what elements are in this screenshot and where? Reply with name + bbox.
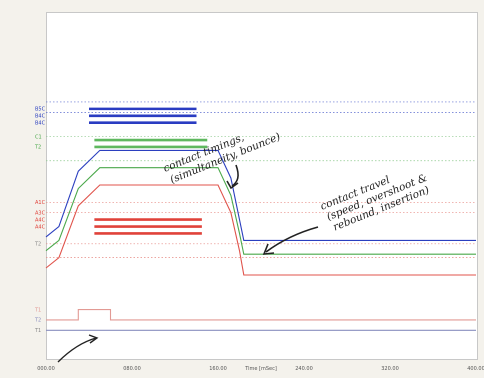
plot-frame bbox=[46, 12, 478, 360]
x-ticks: 000.00 080.00 160.00 240.00 320.00 400.00 bbox=[37, 366, 484, 372]
channel-label: A3C bbox=[35, 210, 46, 216]
x-axis-label: Time [mSec] bbox=[244, 366, 277, 372]
annotation-travel: contact travel (speed, overshoot & rebou… bbox=[319, 172, 431, 234]
channel-label: A4C bbox=[35, 224, 46, 230]
channel-label: T1 bbox=[34, 307, 41, 313]
gridlines bbox=[46, 101, 476, 259]
arrow-travel bbox=[265, 226, 319, 253]
x-tick-label: 080.00 bbox=[123, 366, 141, 372]
channel-label: C1 bbox=[35, 134, 42, 140]
channel-label: B5C bbox=[35, 107, 46, 113]
x-tick-label: 400.00 bbox=[467, 366, 484, 372]
arrow-bottom-left-head bbox=[88, 334, 99, 344]
channel-label: T2 bbox=[34, 242, 41, 248]
channel-label: B4C bbox=[35, 121, 46, 127]
trace-1 bbox=[45, 167, 476, 255]
channel-label: A1C bbox=[35, 200, 46, 206]
channel-label: T2 bbox=[34, 318, 41, 324]
x-tick-label: 240.00 bbox=[295, 366, 313, 372]
arrow-bottom-left bbox=[57, 337, 97, 363]
arrow-timings bbox=[231, 164, 239, 187]
series-group bbox=[45, 149, 476, 331]
channel-label: T2 bbox=[34, 145, 41, 151]
x-tick-label: 160.00 bbox=[209, 366, 227, 372]
arrow-timings-head bbox=[226, 180, 239, 190]
bars-group bbox=[89, 107, 208, 235]
channel-label: B4C bbox=[35, 114, 46, 120]
trace-4 bbox=[46, 309, 476, 321]
trace-2 bbox=[45, 184, 476, 276]
trace-0 bbox=[45, 149, 476, 241]
channel-label: A4C bbox=[35, 217, 46, 223]
x-tick-label: 000.00 bbox=[37, 366, 55, 372]
x-tick-label: 320.00 bbox=[381, 366, 399, 372]
arrow-travel-head bbox=[262, 243, 275, 255]
channel-label: T1 bbox=[34, 328, 41, 334]
